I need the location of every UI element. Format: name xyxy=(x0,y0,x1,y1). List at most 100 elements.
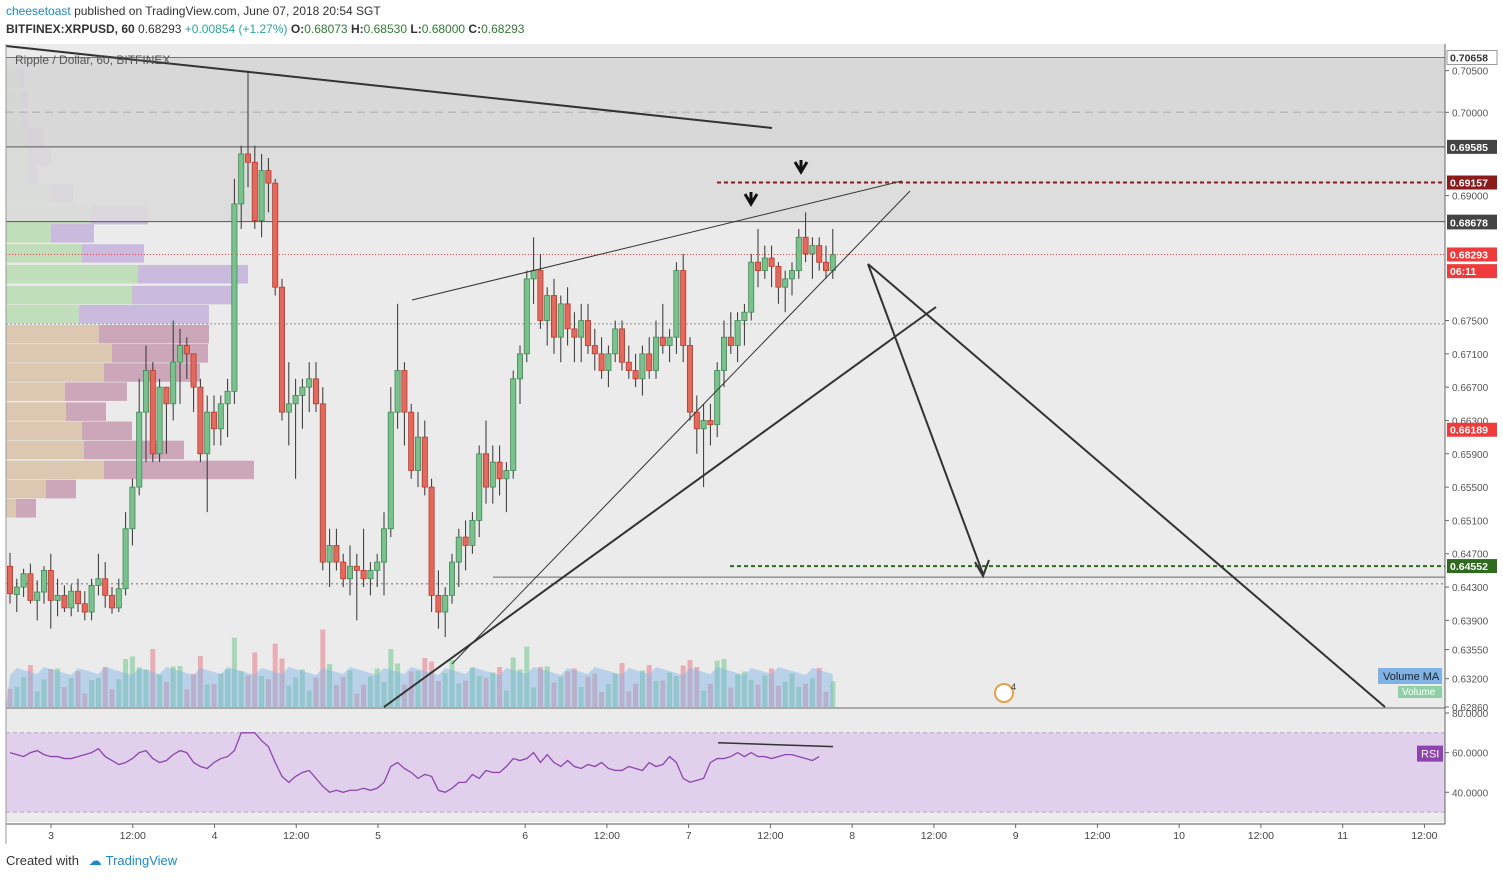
profile-bar-down xyxy=(99,324,209,344)
candle-body xyxy=(564,303,571,330)
candle-body xyxy=(619,328,626,363)
volume-bar xyxy=(245,675,251,707)
candle-body xyxy=(653,336,660,371)
volume-bar xyxy=(388,649,394,707)
volume-bar xyxy=(68,678,74,707)
candle-body xyxy=(47,570,54,601)
price-label: 0.68678 xyxy=(1450,217,1488,229)
profile-bar-down xyxy=(16,499,36,518)
candle-body xyxy=(142,370,149,413)
volume-bar xyxy=(123,659,129,707)
volume-bar xyxy=(510,657,516,707)
author-link[interactable]: cheesetoast xyxy=(6,4,71,18)
volume-bar xyxy=(809,678,815,707)
price-label-box xyxy=(1447,139,1497,154)
volume-label: Volume xyxy=(1402,687,1436,698)
candle-body xyxy=(258,170,265,221)
volume-bar xyxy=(762,675,768,707)
candle-body xyxy=(238,153,245,205)
candle-body xyxy=(129,486,136,530)
profile-bar-up xyxy=(6,479,46,499)
profile-bar-down xyxy=(82,421,132,441)
candle-body xyxy=(285,403,292,413)
candle-body xyxy=(149,370,156,455)
candle-body xyxy=(88,584,95,613)
time-tick-label: 11 xyxy=(1337,830,1348,842)
volume-bar xyxy=(191,674,197,707)
price-label-box xyxy=(1447,559,1497,574)
profile-bar-down xyxy=(132,285,237,305)
price-tick-label: 0.65900 xyxy=(1452,450,1489,461)
profile-bar-up xyxy=(6,440,84,460)
arrow-head-icon xyxy=(974,559,990,579)
volume-bar xyxy=(796,687,802,707)
candle-body xyxy=(374,561,381,571)
volume-bar xyxy=(714,660,720,707)
price-tick-label: 0.65500 xyxy=(1452,483,1489,494)
volume-bar xyxy=(231,637,237,707)
price-label-box xyxy=(1447,422,1497,437)
volume-bar xyxy=(265,679,271,707)
volume-bar xyxy=(163,682,169,707)
volume-bar xyxy=(136,667,142,707)
rsi-label-box xyxy=(1417,745,1443,762)
volume-bar xyxy=(435,681,441,707)
price-tick-label: 0.70500 xyxy=(1452,67,1489,78)
candle-body xyxy=(421,436,428,488)
rsi-panel: RSI xyxy=(6,732,1445,813)
price-label: 0.69157 xyxy=(1450,178,1488,190)
candle-body xyxy=(360,570,367,580)
candle-body xyxy=(122,528,129,590)
price-label: 0.70658 xyxy=(1450,52,1488,64)
time-tick-label: 3 xyxy=(48,830,54,842)
candle-body xyxy=(612,328,619,355)
tradingview-brand[interactable]: TradingView xyxy=(105,853,178,868)
candle-body xyxy=(714,370,721,426)
volume-bar xyxy=(109,689,115,707)
volume-bar xyxy=(422,658,428,707)
chart-canvas[interactable]: 4 Volume Volume MA RSI 0.70500 0.70000 0.690… xyxy=(0,44,1503,852)
candle-body xyxy=(176,345,183,363)
footer: Created with ☁ TradingView xyxy=(6,853,177,869)
volume-bar xyxy=(782,681,788,707)
tradingview-logo-icon: ☁ xyxy=(88,853,102,868)
candle-body xyxy=(326,545,333,563)
candle-body xyxy=(75,590,82,605)
volume-bar xyxy=(571,668,577,707)
candle-body xyxy=(639,353,646,380)
candle-body xyxy=(571,328,578,338)
candle-body xyxy=(605,353,612,371)
candles xyxy=(7,70,836,638)
volume-bar xyxy=(612,673,618,707)
candle-body xyxy=(408,411,415,471)
candle-body xyxy=(156,386,163,455)
time-tick-label: 6 xyxy=(522,830,528,842)
drawings: 4 Volume Volume MA xyxy=(5,45,1442,708)
candle-body xyxy=(782,278,789,288)
volume-bar xyxy=(55,668,61,707)
volume-bar xyxy=(14,686,20,707)
resistance-zone-upper xyxy=(6,57,1445,147)
profile-bar-up xyxy=(6,421,82,441)
volume-bar xyxy=(476,676,482,707)
candle-body xyxy=(646,353,653,371)
chart-header: cheesetoast published on TradingView.com… xyxy=(0,0,1503,44)
volume-bar xyxy=(442,673,448,707)
profile-bar-up xyxy=(6,460,104,480)
time-tick-label: 5 xyxy=(375,830,381,842)
candle-body xyxy=(136,411,143,488)
change-value: +0.00854 (+1.27%) xyxy=(184,22,288,36)
price-label-box xyxy=(1446,49,1498,65)
volume-bar xyxy=(374,668,380,707)
low-label: L: xyxy=(410,22,422,36)
volume-bar xyxy=(687,660,693,707)
symbol-label[interactable]: BITFINEX:XRPUSD, 60 xyxy=(6,22,135,36)
rsi-line xyxy=(9,732,820,793)
volume-ma-label-box xyxy=(1378,668,1442,684)
support-trendline xyxy=(383,306,937,708)
time-tick-label: 12:00 xyxy=(120,830,146,842)
price-label: 0.69585 xyxy=(1450,142,1488,154)
open-value: 0.68073 xyxy=(304,22,348,36)
volume-bar xyxy=(592,673,598,707)
price-axis-bg xyxy=(1445,44,1503,844)
